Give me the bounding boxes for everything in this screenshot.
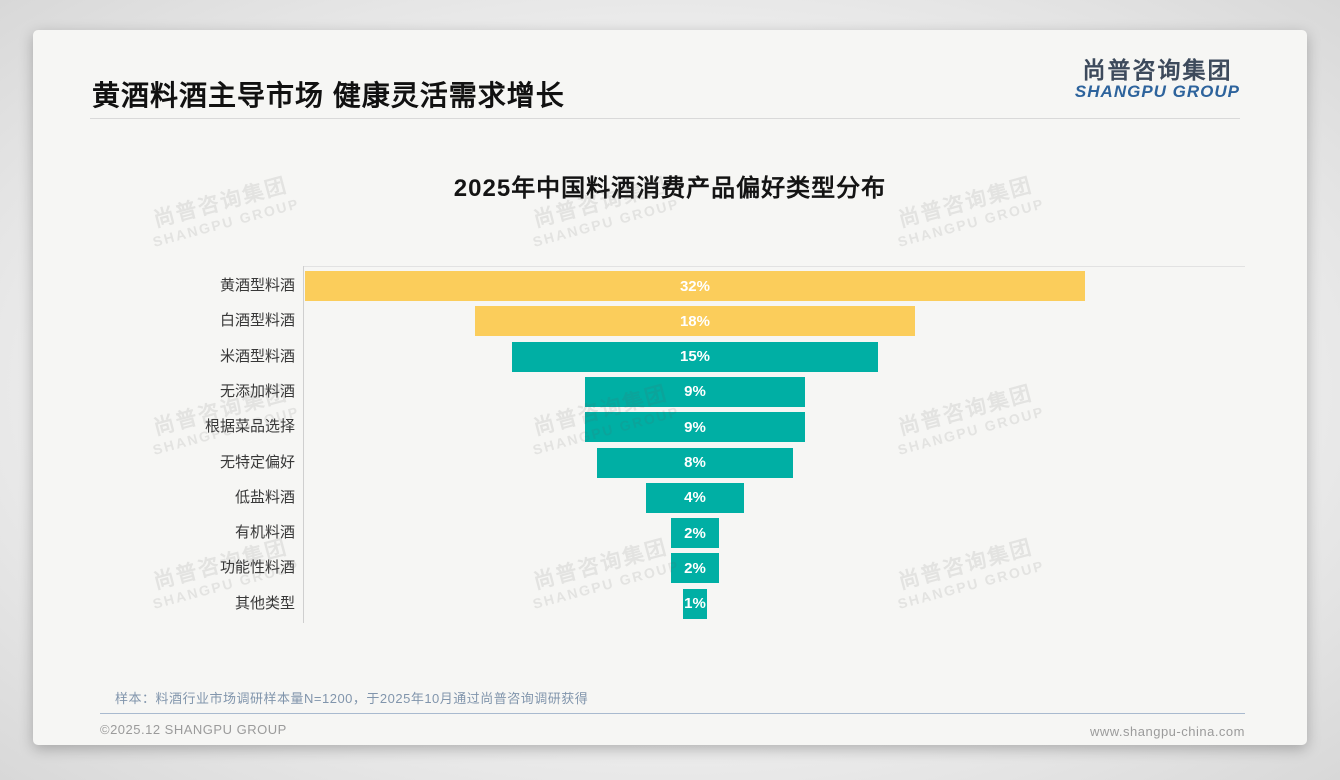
bar: 2% (670, 553, 720, 584)
header-divider (90, 118, 1240, 119)
bar: 15% (512, 341, 878, 372)
bar: 9% (585, 376, 805, 407)
plot-area: 黄酒型料酒 32% 白酒型料酒 18% 米酒型料酒 15% 无添加料酒 9% 根据菜品选择 9% 无… (33, 30, 1307, 745)
category-label: 白酒型料酒 (219, 312, 295, 330)
category-label: 根据菜品选择 (204, 418, 295, 436)
bar-value-label: 15% (679, 348, 711, 366)
footer-copyright: ©2025.12 SHANGPU GROUP (100, 722, 287, 737)
logo: 尚普咨询集团 SHANGPU GROUP (1074, 57, 1240, 102)
category-label: 米酒型料酒 (219, 347, 295, 365)
bar-value-label: 32% (679, 277, 710, 295)
bar-value-label: 18% (679, 312, 710, 330)
bar: 8% (597, 447, 793, 478)
bar: 2% (670, 518, 720, 549)
bar: 32% (304, 271, 1086, 301)
category-label: 低盐料酒 (234, 488, 295, 506)
category-axis-line (303, 266, 304, 623)
footer-website: www.shangpu-china.com (1089, 724, 1245, 739)
bar-value-label: 8% (684, 454, 706, 471)
bar-value-label: 2% (684, 559, 706, 577)
category-label: 无添加料酒 (219, 382, 295, 400)
bar: 1% (682, 588, 708, 619)
bar-value-label: 9% (684, 418, 706, 436)
category-label: 功能性料酒 (219, 559, 295, 577)
logo-english-text: SHANGPU GROUP (1074, 82, 1240, 102)
category-label: 黄酒型料酒 (219, 277, 295, 294)
bar: 9% (585, 412, 805, 443)
footer-divider (100, 713, 1245, 714)
category-label: 其他类型 (234, 594, 295, 612)
sample-note: 样本：料酒行业市场调研样本量N=1200，于2025年10月通过尚普咨询调研获得 (115, 691, 589, 706)
bar-value-label: 1% (684, 595, 706, 613)
bar: 18% (475, 306, 915, 337)
category-label: 有机料酒 (234, 524, 295, 542)
plot-top-border (303, 266, 1245, 267)
bar: 4% (646, 482, 744, 513)
page-title: 黄酒料酒主导市场 健康灵活需求增长 (92, 80, 565, 111)
bar-value-label: 4% (684, 489, 706, 507)
logo-chinese-text: 尚普咨询集团 (1082, 57, 1233, 83)
slide-card: 黄酒料酒主导市场 健康灵活需求增长 尚普咨询集团 SHANGPU GROUP 2… (33, 30, 1307, 745)
bar-value-label: 2% (684, 524, 706, 542)
bar-value-label: 9% (684, 383, 706, 401)
chart-title: 2025年中国料酒消费产品偏好类型分布 (453, 175, 887, 202)
category-label: 无特定偏好 (219, 453, 295, 471)
